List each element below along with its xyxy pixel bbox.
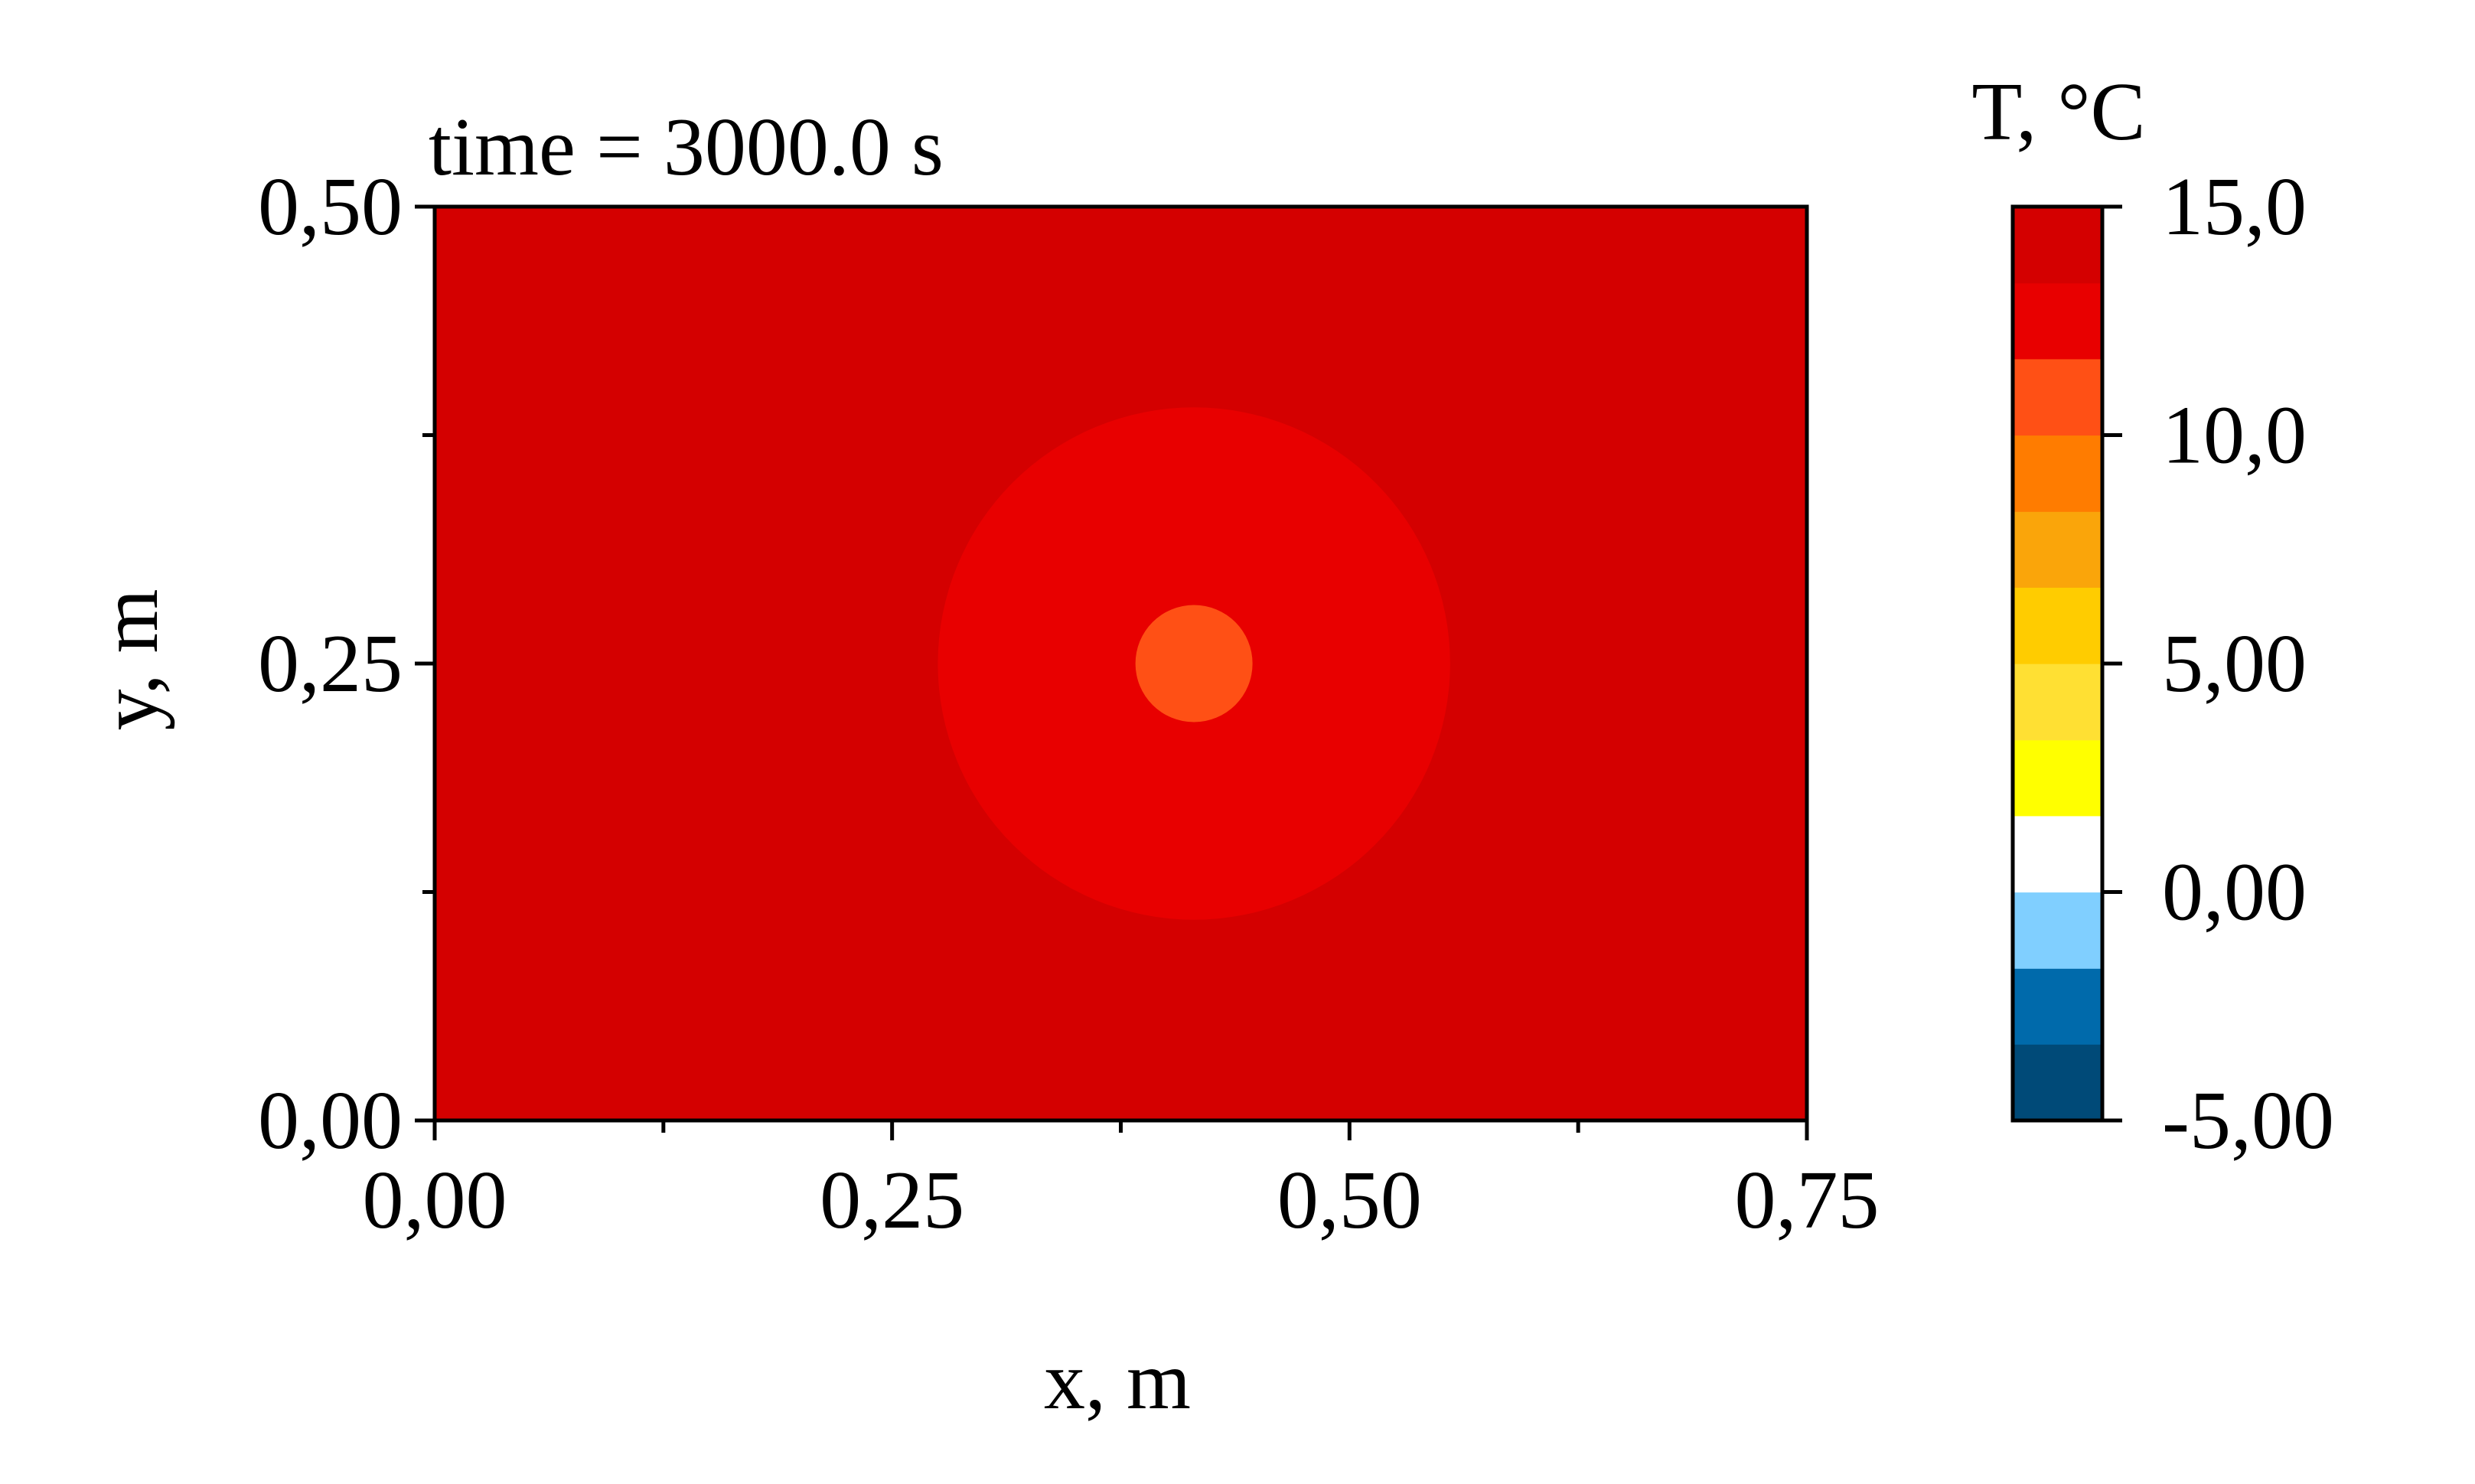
colorbar-tick-label: 0,00	[2162, 847, 2307, 938]
colorbar-band	[2013, 207, 2102, 284]
colorbar-title: T, °C	[1971, 67, 2145, 158]
colorbar-band	[2013, 435, 2102, 512]
y-tick-label: 0,00	[258, 1075, 403, 1166]
colorbar: 15,0 10,0 5,00 0,00 -5,00	[2010, 161, 2334, 1166]
colorbar-band	[2013, 739, 2102, 817]
colorbar-tick-label: 10,0	[2162, 390, 2307, 481]
x-axis-label: x, m	[1044, 1336, 1191, 1427]
colorbar-band	[2013, 282, 2102, 360]
x-tick-label: 0,50	[1277, 1155, 1422, 1246]
colorbar-tick-label: 15,0	[2162, 161, 2307, 253]
y-axis-label: y, m	[84, 589, 175, 731]
temperature-field	[435, 207, 1807, 1120]
colorbar-band	[2013, 892, 2102, 969]
colorbar-band	[2013, 1044, 2102, 1121]
plot-axes: 0,00 0,25 0,50 0,75 0,00 0,25 0,50	[258, 161, 1880, 1246]
chart-title: time = 3000.0 s	[429, 102, 944, 193]
colorbar-band	[2013, 815, 2102, 893]
colorbar-band	[2013, 358, 2102, 436]
field-region-1	[1135, 605, 1253, 722]
colorbar-tick-label: -5,00	[2162, 1075, 2334, 1166]
x-tick-label: 0,25	[820, 1155, 964, 1246]
colorbar-band	[2013, 664, 2102, 741]
x-tick-label: 0,75	[1735, 1155, 1880, 1246]
colorbar-tick-label: 5,00	[2162, 618, 2307, 709]
colorbar-band	[2013, 968, 2102, 1045]
colorbar-band	[2013, 587, 2102, 664]
colorbar-band	[2013, 511, 2102, 588]
y-tick-label: 0,25	[258, 618, 403, 709]
y-tick-label: 0,50	[258, 161, 403, 253]
x-tick-label: 0,00	[363, 1155, 507, 1246]
